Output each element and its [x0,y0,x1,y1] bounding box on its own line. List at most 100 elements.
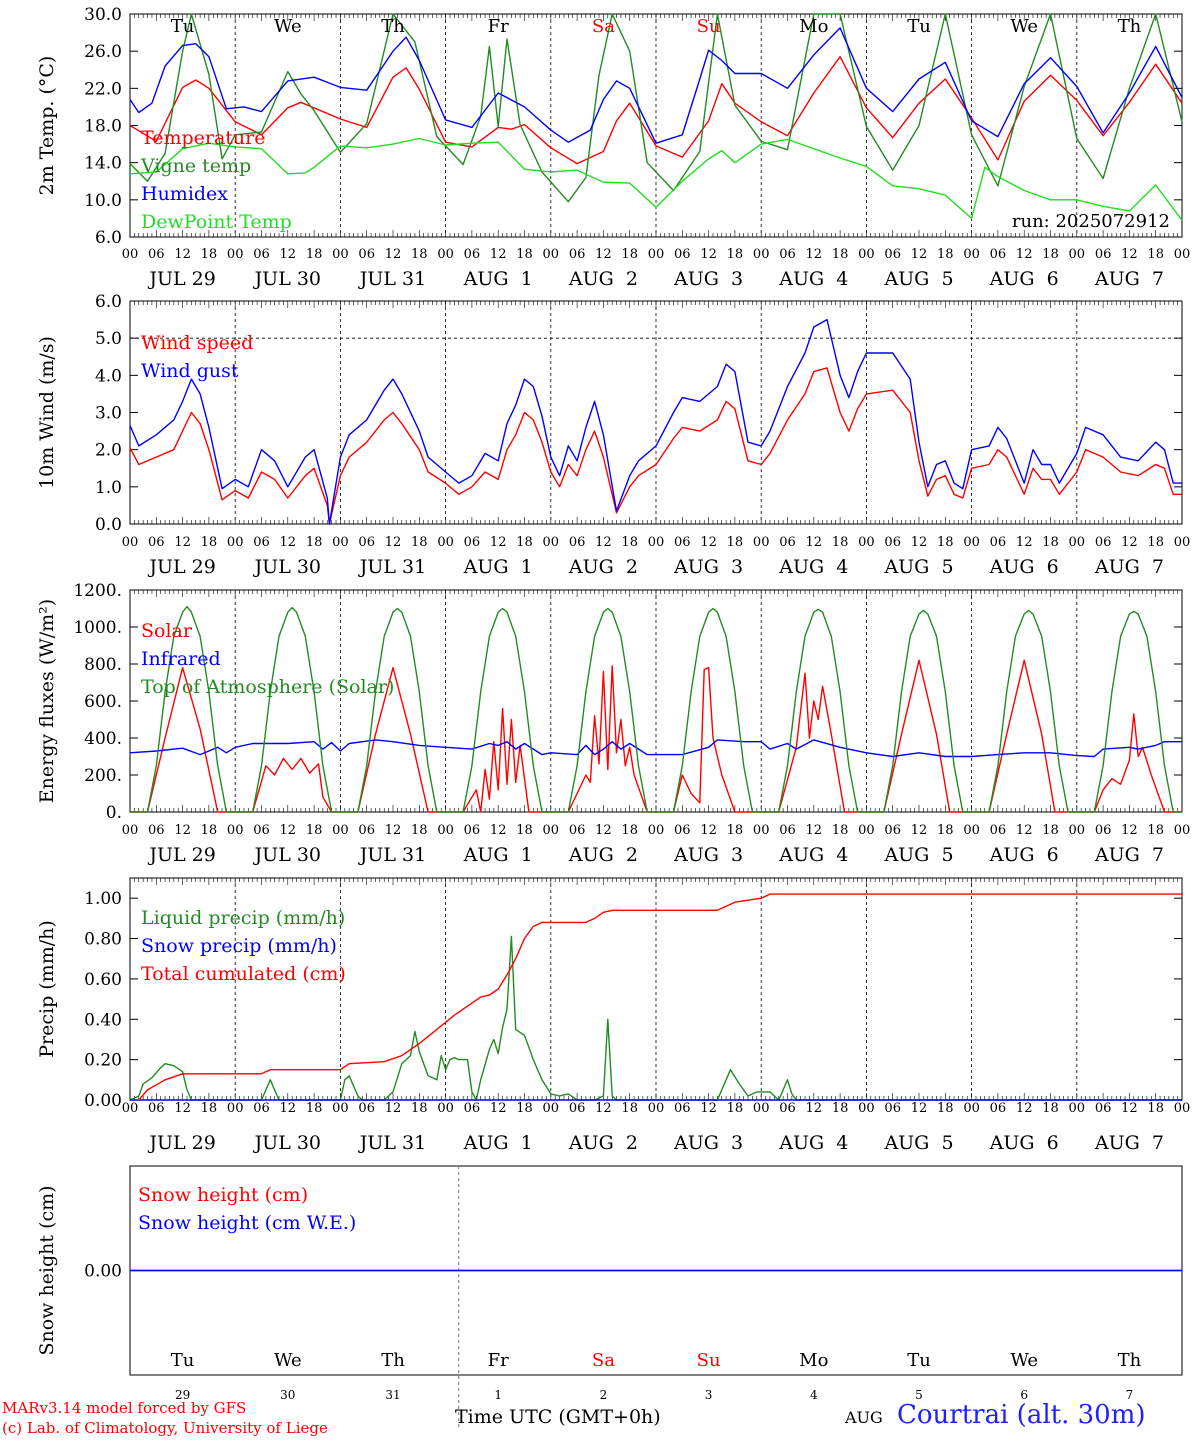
hour-tick-label: 06 [569,823,586,838]
hour-tick-label: 06 [569,535,586,550]
hour-tick-label: 00 [227,1101,244,1116]
day-label: Tu [907,16,931,37]
y-tick-label: 30.0 [84,5,122,25]
y-tick-label: 10.0 [84,191,122,211]
y-tick-label: 0.0 [95,515,122,535]
hour-tick-label: 12 [385,823,402,838]
date-label: JUL 30 [253,556,321,578]
hour-tick-label: 12 [490,247,507,262]
hour-tick-label: 12 [700,247,717,262]
y-axis-label: 10m Wind (m/s) [36,336,58,489]
date-label: AUG 5 [883,844,953,866]
date-label: AUG 1 [463,844,533,866]
y-tick-label: 0.00 [84,1262,122,1282]
hour-tick-label: 06 [884,535,901,550]
hour-tick-label: 06 [1095,1101,1112,1116]
hour-tick-label: 00 [227,535,244,550]
day-label: We [1010,16,1038,37]
hour-tick-label: 06 [1095,247,1112,262]
hour-tick-label: 18 [201,1101,218,1116]
hour-tick-label: 12 [1016,535,1033,550]
hour-tick-label: 00 [122,823,139,838]
date-label: AUG 2 [568,1132,638,1154]
hour-tick-label: 18 [306,535,323,550]
day-label: We [1010,1350,1038,1371]
hour-tick-label: 18 [832,823,849,838]
hour-tick-label: 06 [884,247,901,262]
chart-panel-1: 6.0 10.0 14.0 18.0 22.0 26.0 30.0 00 06 12 18 00 06 1… [36,5,1190,290]
hour-tick-label: 00 [437,247,454,262]
hour-tick-label: 06 [253,823,270,838]
legend-entry: Liquid precip (mm/h) [141,907,345,929]
date-label: JUL 31 [358,556,426,578]
hour-tick-label: 12 [700,535,717,550]
date-label: AUG 5 [883,268,953,290]
hour-tick-label: 12 [280,535,297,550]
legend-entry: Snow height (cm W.E.) [138,1212,356,1234]
date-label: AUG 4 [778,844,848,866]
hour-tick-label: 06 [464,823,481,838]
y-tick-label: 0. [106,803,122,823]
day-number: 29 [175,1388,190,1402]
hour-tick-label: 18 [937,823,954,838]
day-label: Sa [592,1350,615,1371]
hour-tick-label: 00 [437,1101,454,1116]
hour-tick-label: 18 [1147,823,1164,838]
hour-tick-label: 12 [1121,535,1138,550]
series-line-dewpoint-temp [129,137,1183,221]
hour-tick-label: 18 [516,535,533,550]
chart-panel-3: 0. 200. 400. 600. 800. 1000. 1200. 00 06 12 18 00 06… [36,581,1190,866]
legend-entry: Wind gust [141,360,239,382]
hour-tick-label: 18 [1147,1101,1164,1116]
day-number: 2 [600,1388,608,1402]
hour-tick-label: 06 [990,247,1007,262]
hour-tick-label: 18 [516,247,533,262]
y-tick-label: 6.0 [95,292,122,312]
date-label: JUL 31 [358,268,426,290]
hour-tick-label: 00 [1174,247,1191,262]
date-label: AUG 2 [568,556,638,578]
legend-entry: Infrared [141,648,221,670]
hour-tick-label: 06 [148,1101,165,1116]
date-label: AUG 4 [778,268,848,290]
day-number: 5 [915,1388,923,1402]
y-tick-label: 6.0 [95,228,122,248]
hour-tick-label: 06 [674,535,691,550]
hour-tick-label: 00 [1069,247,1086,262]
series-line-total-cumulated-cm [138,893,1182,1101]
date-label: JUL 30 [253,1132,321,1154]
hour-tick-label: 06 [464,247,481,262]
hour-tick-label: 00 [858,1101,875,1116]
hour-tick-label: 06 [990,1101,1007,1116]
date-label: AUG 6 [989,1132,1059,1154]
hour-tick-label: 06 [779,823,796,838]
day-label: Th [1118,1350,1142,1371]
hour-tick-label: 00 [1174,1101,1191,1116]
hour-tick-label: 18 [621,1101,638,1116]
hour-tick-label: 12 [911,247,928,262]
hour-tick-label: 00 [1174,823,1191,838]
hour-tick-label: 12 [595,535,612,550]
day-label: Su [697,1350,721,1371]
hour-tick-label: 06 [990,823,1007,838]
hour-tick-label: 18 [621,823,638,838]
date-label: JUL 31 [358,844,426,866]
hour-tick-label: 06 [779,1101,796,1116]
hour-tick-label: 06 [674,823,691,838]
hour-tick-label: 18 [727,1101,744,1116]
date-label: AUG 5 [883,1132,953,1154]
y-tick-label: 14.0 [84,154,122,174]
day-label: Su [697,16,721,37]
hour-tick-label: 12 [806,823,823,838]
legend-entry: Total cumulated (cm) [141,963,346,985]
hour-tick-label: 18 [1042,247,1059,262]
hour-tick-label: 06 [569,1101,586,1116]
hour-tick-label: 18 [306,247,323,262]
day-label: We [274,16,302,37]
hour-tick-label: 12 [911,823,928,838]
hour-tick-label: 00 [753,1101,770,1116]
hour-tick-label: 18 [306,823,323,838]
hour-tick-label: 18 [1147,535,1164,550]
y-tick-label: 0.60 [84,970,122,990]
